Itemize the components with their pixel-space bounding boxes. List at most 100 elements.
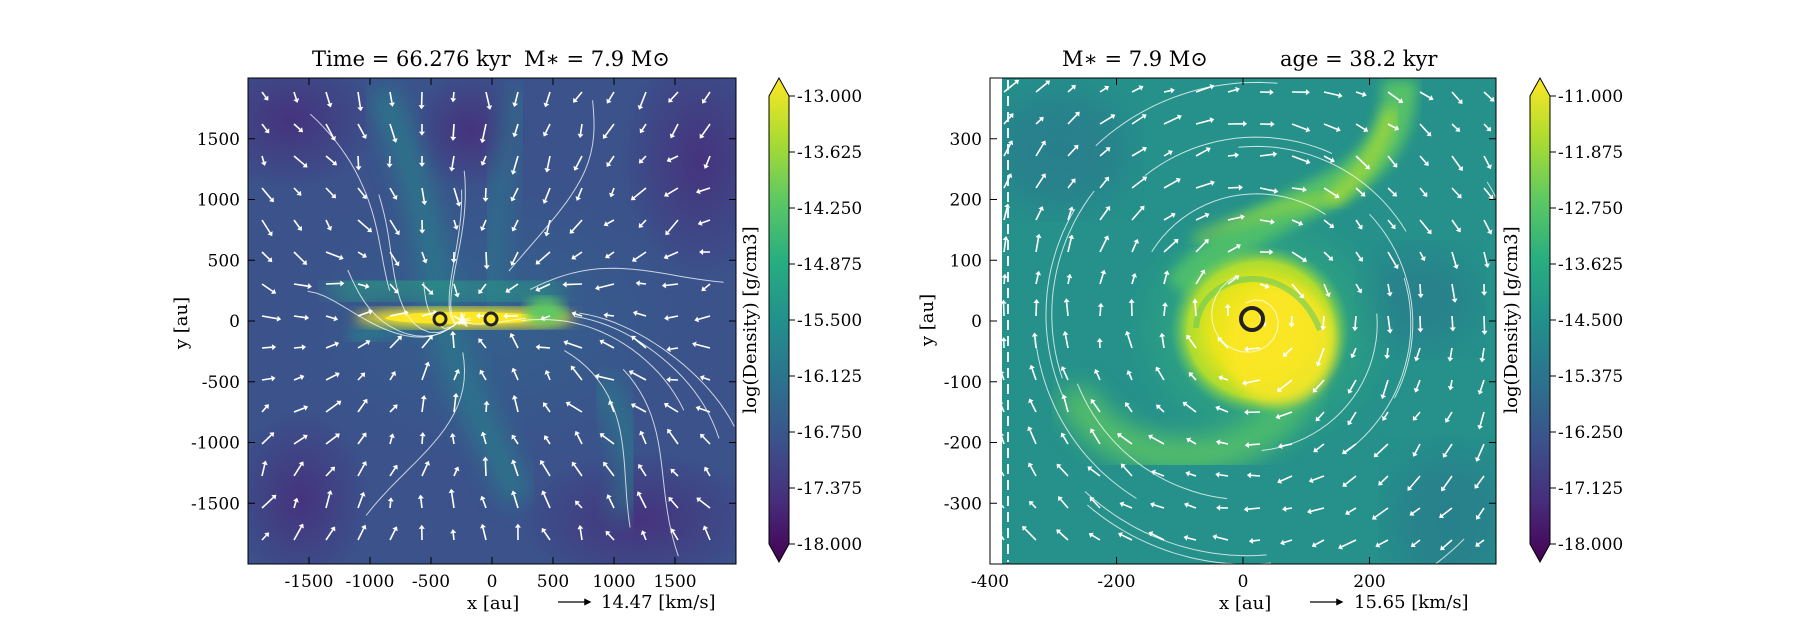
velocity-arrow-head — [1288, 323, 1295, 328]
velocity-arrow — [482, 527, 487, 541]
velocity-arrow-head — [1033, 299, 1040, 304]
velocity-arrow — [1218, 407, 1229, 413]
velocity-arrow-head — [1371, 514, 1377, 520]
velocity-arrow-head — [669, 133, 676, 139]
velocity-arrow — [1348, 507, 1357, 514]
velocity-arrow — [610, 403, 615, 413]
velocity-arrow — [293, 501, 297, 509]
velocity-arrow-head — [511, 434, 517, 440]
velocity-arrow — [1419, 251, 1424, 258]
velocity-arrow — [1090, 468, 1101, 477]
velocity-arrow — [1252, 539, 1261, 542]
panel-1-y-label: y [au] — [171, 297, 192, 350]
velocity-arrow — [572, 368, 583, 381]
velocity-arrow — [1314, 539, 1325, 546]
velocity-arrow-head — [1345, 509, 1351, 515]
velocity-arrow-head — [480, 160, 487, 166]
velocity-arrow — [1003, 176, 1011, 189]
velocity-arrow-head — [1272, 151, 1278, 158]
velocity-arrow-head — [1105, 147, 1111, 153]
x-tick-label: 200 — [1353, 572, 1385, 592]
panel-1-y-axis: 1500 1000 500 0 -500 -1000 -1500 — [191, 130, 736, 514]
velocity-arrow — [1451, 123, 1458, 130]
velocity-arrow — [261, 123, 268, 131]
velocity-arrow — [544, 405, 551, 413]
velocity-arrow-head — [1040, 140, 1046, 146]
y-tick-label: -500 — [202, 373, 240, 393]
velocity-arrow-head — [478, 289, 484, 295]
velocity-arrow — [1131, 178, 1145, 189]
velocity-arrow — [1386, 347, 1389, 356]
velocity-arrow — [543, 315, 551, 319]
velocity-arrow — [1387, 155, 1396, 165]
velocity-arrow-head — [1088, 532, 1094, 538]
velocity-arrow — [421, 251, 426, 261]
velocity-arrow-head — [1203, 238, 1209, 244]
velocity-arrow — [1121, 534, 1133, 541]
velocity-arrow-head — [1428, 95, 1434, 101]
velocity-arrow — [508, 283, 519, 291]
velocity-arrow-head — [264, 128, 270, 134]
velocity-arrow — [1062, 369, 1069, 381]
velocity-arrow — [513, 437, 519, 445]
panel-2-title-age: age = 38.2 kyr — [1280, 47, 1438, 71]
streamline — [1045, 208, 1076, 400]
velocity-arrow — [512, 251, 519, 263]
velocity-arrow-head — [1475, 541, 1481, 547]
velocity-arrow-head — [362, 398, 368, 404]
velocity-arrow — [695, 343, 711, 349]
velocity-arrow — [1227, 88, 1237, 93]
velocity-arrow-head — [1244, 346, 1249, 353]
velocity-arrow — [450, 492, 455, 509]
velocity-arrow — [641, 123, 647, 131]
velocity-arrow — [1003, 81, 1017, 93]
velocity-arrow — [421, 464, 428, 477]
velocity-arrow-head — [606, 98, 612, 104]
velocity-arrow — [1449, 379, 1453, 387]
velocity-arrow — [514, 398, 519, 413]
velocity-arrow — [293, 219, 301, 229]
velocity-arrow-head — [1104, 176, 1110, 182]
x-tick-label: -1500 — [284, 572, 333, 592]
x-tick-label: 0 — [487, 572, 498, 592]
velocity-arrow-head — [480, 495, 486, 501]
velocity-arrow — [261, 155, 265, 163]
velocity-arrow-head — [1270, 218, 1275, 225]
velocity-arrow-head — [397, 335, 402, 341]
velocity-arrow — [1163, 241, 1177, 253]
velocity-arrow-head — [562, 281, 567, 288]
velocity-arrow-head — [334, 372, 340, 378]
velocity-arrow — [389, 374, 395, 381]
velocity-arrow — [704, 528, 711, 541]
velocity-arrow — [1291, 155, 1307, 163]
velocity-arrow — [608, 497, 615, 509]
velocity-arrow-head — [364, 283, 370, 289]
velocity-arrow — [1227, 245, 1238, 253]
velocity-arrow-head — [1386, 292, 1393, 297]
velocity-arrow-head — [1027, 462, 1034, 468]
x-tick-label: 1000 — [592, 572, 635, 592]
velocity-arrow — [513, 371, 519, 381]
streamline — [508, 100, 595, 272]
velocity-arrow-head — [1451, 298, 1458, 303]
velocity-arrow-head — [269, 432, 275, 438]
velocity-arrow-head — [267, 231, 273, 237]
velocity-arrow — [1099, 306, 1102, 317]
velocity-arrow — [1122, 503, 1133, 509]
streamline — [1369, 213, 1414, 399]
velocity-arrow-head — [1363, 126, 1369, 132]
velocity-arrow — [389, 406, 396, 413]
velocity-arrow — [1031, 503, 1037, 509]
velocity-arrow — [1188, 337, 1197, 349]
streamline — [309, 113, 391, 291]
velocity-arrow-head — [326, 102, 333, 108]
velocity-arrow-head — [1070, 84, 1076, 90]
velocity-arrow — [1099, 149, 1108, 157]
velocity-arrow-head — [302, 434, 308, 440]
velocity-arrow — [1355, 283, 1361, 291]
velocity-arrow-head — [1334, 193, 1340, 199]
velocity-arrow-head — [478, 338, 484, 344]
velocity-arrow — [1419, 91, 1431, 99]
velocity-arrow — [1067, 86, 1074, 93]
velocity-arrow-head — [639, 128, 645, 134]
